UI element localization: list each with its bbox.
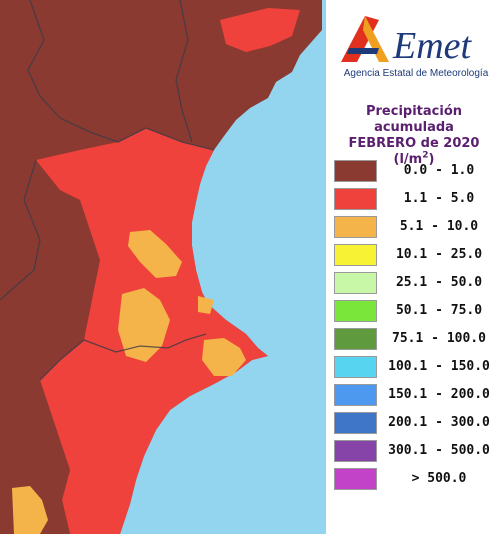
legend-item: 0.0 - 1.0 bbox=[334, 160, 502, 184]
legend-title-line2: FEBRERO de 2020 bbox=[348, 136, 480, 151]
legend-swatch bbox=[334, 328, 377, 350]
legend-label: 100.1 - 150.0 bbox=[388, 359, 490, 374]
legend-swatch bbox=[334, 272, 377, 294]
legend-item: > 500.0 bbox=[334, 468, 502, 492]
legend-label: 75.1 - 100.0 bbox=[392, 331, 486, 346]
legend-title: Precipitación acumulada FEBRERO de 2020 … bbox=[326, 104, 502, 168]
legend-units-prefix: (l/m bbox=[393, 152, 423, 167]
legend-label: 200.1 - 300.0 bbox=[388, 415, 490, 430]
legend-label: 150.1 - 200.0 bbox=[388, 387, 490, 402]
legend-label: > 500.0 bbox=[411, 471, 467, 486]
legend-label: 300.1 - 500.0 bbox=[388, 443, 490, 458]
land-mid-precip-3 bbox=[198, 296, 214, 314]
precipitation-map bbox=[0, 0, 326, 534]
aemet-logo-mark: Emet bbox=[341, 16, 473, 67]
legend-title-line1: Precipitación acumulada bbox=[365, 104, 462, 135]
logo-a-bar bbox=[347, 48, 379, 54]
legend-item: 200.1 - 300.0 bbox=[334, 412, 502, 436]
legend-item: 300.1 - 500.0 bbox=[334, 440, 502, 464]
legend-label: 5.1 - 10.0 bbox=[399, 219, 479, 234]
land-mid-precip-5 bbox=[12, 486, 48, 534]
legend-swatch bbox=[334, 188, 377, 210]
legend-item: 5.1 - 10.0 bbox=[334, 216, 502, 240]
legend-item: 75.1 - 100.0 bbox=[334, 328, 502, 352]
legend-swatch bbox=[334, 412, 377, 434]
legend-item: 25.1 - 50.0 bbox=[334, 272, 502, 296]
land-mid-precip-2 bbox=[118, 288, 170, 362]
legend-swatch bbox=[334, 440, 377, 462]
logo-text: Agencia Estatal de Meteorología bbox=[343, 68, 489, 79]
legend-swatch bbox=[334, 216, 377, 238]
logo-a-stroke-orange bbox=[363, 16, 389, 62]
legend-label: 25.1 - 50.0 bbox=[395, 275, 483, 290]
land-mid-precip-1 bbox=[128, 230, 182, 278]
legend-units-sup: 2 bbox=[422, 150, 429, 161]
legend-swatch bbox=[334, 356, 377, 378]
land-low-precip-north bbox=[220, 8, 300, 52]
legend-label: 0.0 - 1.0 bbox=[403, 163, 475, 178]
legend-swatch bbox=[334, 300, 377, 322]
legend-item: 50.1 - 75.0 bbox=[334, 300, 502, 324]
land-dry-inland bbox=[0, 300, 70, 534]
legend-swatch bbox=[334, 160, 377, 182]
province-borders bbox=[0, 0, 215, 381]
legend-item: 10.1 - 25.0 bbox=[334, 244, 502, 268]
legend-list: 0.0 - 1.0 1.1 - 5.0 5.1 - 10.0 10.1 - 25… bbox=[334, 160, 502, 496]
legend-label: 10.1 - 25.0 bbox=[395, 247, 483, 262]
legend-item: 1.1 - 5.0 bbox=[334, 188, 502, 212]
legend-swatch bbox=[334, 384, 377, 406]
legend-panel: Emet Agencia Estatal de Meteorología Pre… bbox=[326, 0, 502, 534]
legend-label: 50.1 - 75.0 bbox=[395, 303, 483, 318]
logo-emet: Emet bbox=[392, 25, 473, 67]
legend-item: 100.1 - 150.0 bbox=[334, 356, 502, 380]
map-canvas bbox=[0, 0, 326, 534]
legend-swatch bbox=[334, 468, 377, 490]
legend-label: 1.1 - 5.0 bbox=[403, 191, 475, 206]
legend-units: (l/m2) bbox=[326, 150, 502, 168]
aemet-logo: Emet Agencia Estatal de Meteorología bbox=[331, 10, 501, 95]
legend-item: 150.1 - 200.0 bbox=[334, 384, 502, 408]
legend-swatch bbox=[334, 244, 377, 266]
legend-units-suffix: ) bbox=[428, 152, 435, 167]
land-mid-precip-4 bbox=[202, 338, 246, 376]
